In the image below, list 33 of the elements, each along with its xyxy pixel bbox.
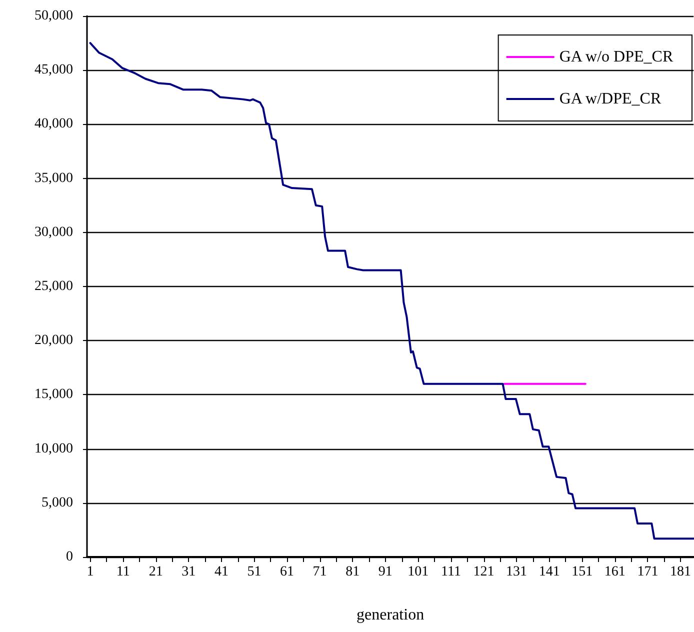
y-tick-label: 25,000 bbox=[34, 279, 73, 294]
y-tick-label: 45,000 bbox=[34, 62, 73, 78]
y-tick-label: 50,000 bbox=[34, 8, 73, 24]
x-tick-label: 1 bbox=[86, 564, 94, 580]
x-tick-label: 91 bbox=[378, 564, 392, 580]
x-tick-label: 11 bbox=[116, 564, 130, 580]
x-axis-title: generation bbox=[356, 606, 424, 624]
x-tick-label: 141 bbox=[538, 564, 560, 580]
x-tick-label: 111 bbox=[440, 564, 461, 580]
x-tick-label: 81 bbox=[346, 564, 360, 580]
y-tick-label: 5,000 bbox=[42, 495, 73, 510]
x-tick-label: 71 bbox=[312, 564, 327, 580]
x-tick-label: 171 bbox=[637, 564, 658, 580]
y-tick-label: 0 bbox=[66, 550, 73, 564]
y-tick-label: 40,000 bbox=[34, 116, 73, 132]
legend-label: GA w/o DPE_CR bbox=[559, 48, 674, 66]
legend-label: GA w/DPE_CR bbox=[559, 90, 662, 108]
x-tick-label: 121 bbox=[473, 564, 494, 580]
y-tick-label: 10,000 bbox=[34, 441, 73, 456]
y-tick-label: 15,000 bbox=[34, 387, 73, 402]
y-tick-label: 30,000 bbox=[34, 224, 73, 240]
x-tick-label: 31 bbox=[182, 564, 196, 580]
x-tick-label: 61 bbox=[280, 564, 294, 580]
x-tick-label: 181 bbox=[670, 564, 691, 580]
x-tick-label: 51 bbox=[247, 564, 262, 580]
x-tick-label: 21 bbox=[148, 564, 163, 580]
x-tick-label: 151 bbox=[572, 564, 593, 580]
x-tick-label: 131 bbox=[506, 564, 528, 580]
x-tick-label: 161 bbox=[604, 564, 626, 580]
x-tick-label: 101 bbox=[408, 564, 429, 580]
y-tick-label: 20,000 bbox=[34, 333, 73, 348]
y-tick-label: 35,000 bbox=[34, 170, 73, 186]
x-tick-label: 41 bbox=[214, 564, 228, 580]
